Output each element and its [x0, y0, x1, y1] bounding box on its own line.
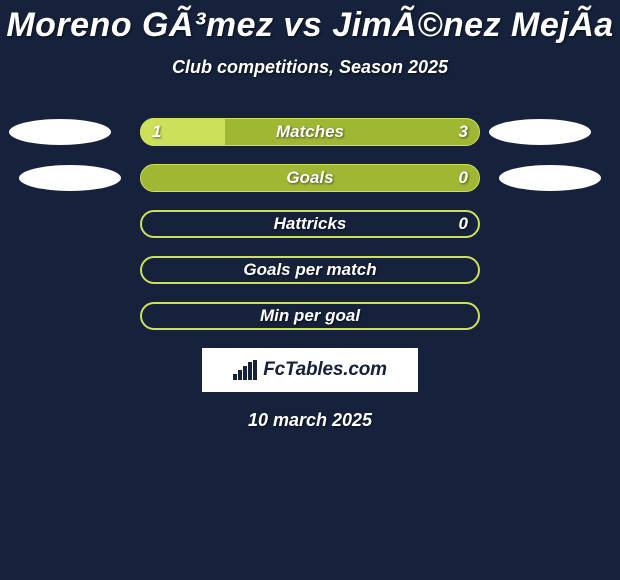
stat-rows: Matches13 Goals0 Hattricks0 Goals per match…: [0, 118, 620, 330]
player-right-oval: [499, 165, 601, 191]
stat-bar-bg: [140, 164, 480, 192]
stat-bar-bg: [140, 210, 480, 238]
logo-text: FcTables.com: [263, 359, 387, 381]
stat-bar-bg: [140, 256, 480, 284]
stat-row: Hattricks0: [0, 210, 620, 238]
stat-bar: Hattricks0: [140, 210, 480, 238]
logo-bars-icon: [233, 360, 257, 380]
date-text: 10 march 2025: [0, 410, 620, 431]
stat-bar: Matches13: [140, 118, 480, 146]
stat-row: Matches13: [0, 118, 620, 146]
comparison-infographic: Moreno GÃ³mez vs JimÃ©nez MejÃ­a Club co…: [0, 6, 620, 431]
logo-badge: FcTables.com: [202, 348, 418, 392]
stat-bar-fill: [140, 118, 225, 146]
player-left-oval: [19, 165, 121, 191]
stat-row: Goals per match: [0, 256, 620, 284]
stat-bar: Goals per match: [140, 256, 480, 284]
subtitle: Club competitions, Season 2025: [0, 57, 620, 78]
page-title: Moreno GÃ³mez vs JimÃ©nez MejÃ­a: [0, 6, 620, 45]
stat-row: Min per goal: [0, 302, 620, 330]
player-right-oval: [489, 119, 591, 145]
stat-bar: Goals0: [140, 164, 480, 192]
stat-row: Goals0: [0, 164, 620, 192]
player-left-oval: [9, 119, 111, 145]
stat-bar: Min per goal: [140, 302, 480, 330]
stat-bar-bg: [140, 302, 480, 330]
